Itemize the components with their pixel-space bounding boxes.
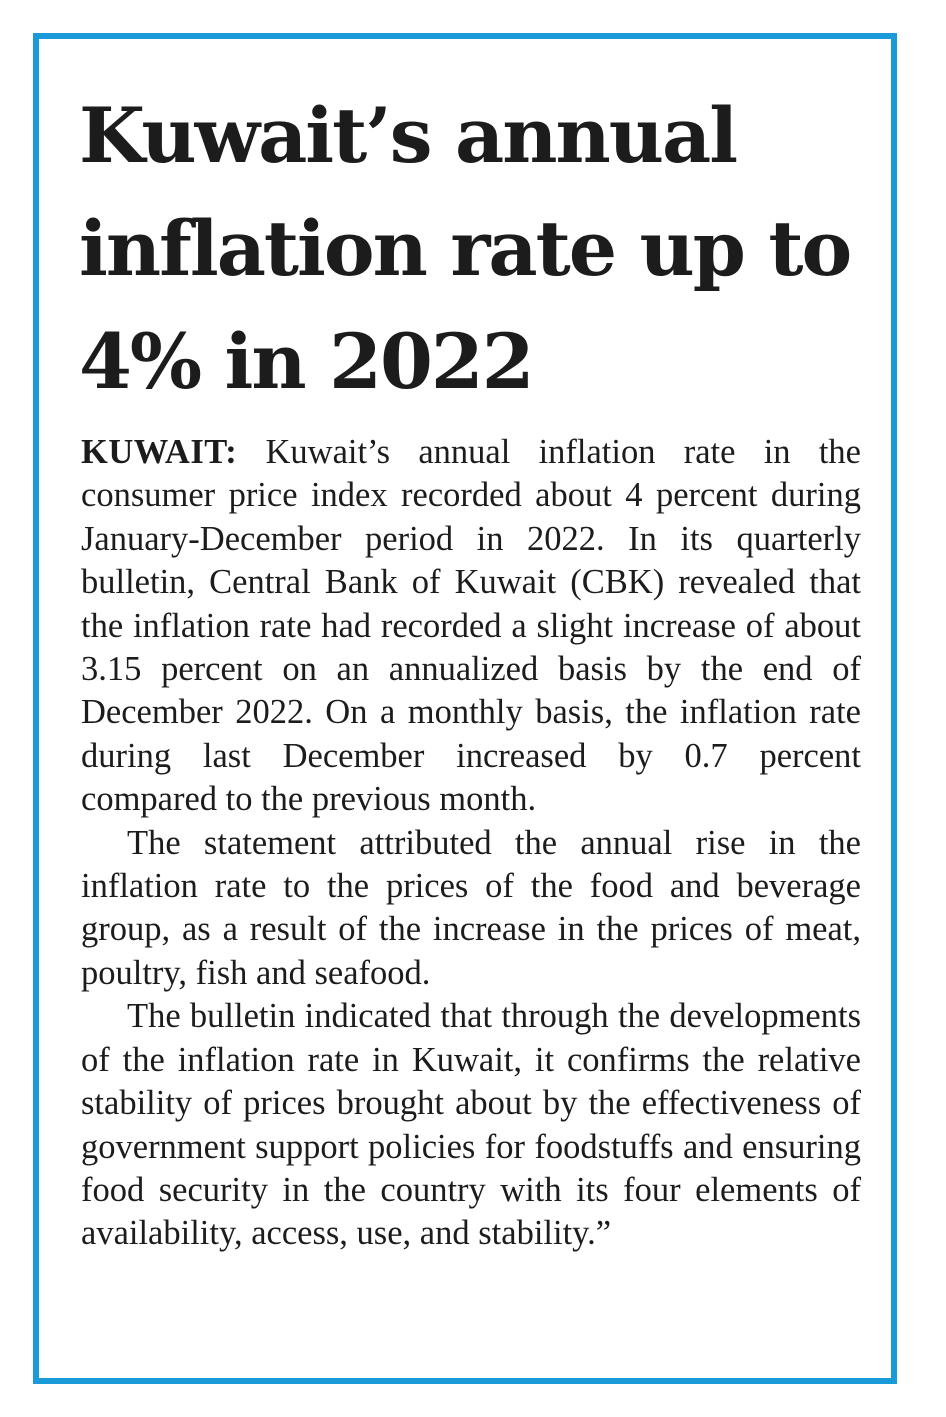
paragraph-2: The statement attributed the annual rise… xyxy=(81,823,861,992)
article-body: KUWAIT: Kuwait’s annual inflation rate i… xyxy=(81,431,861,1256)
paragraph-1: KUWAIT: Kuwait’s annual inflation rate i… xyxy=(81,431,861,822)
dateline: KUWAIT: xyxy=(81,433,238,471)
article-frame: Kuwait’s annual inflation rate up to 4% … xyxy=(33,33,897,1384)
paragraph-3: The bulletin indicated that through the … xyxy=(81,997,861,1253)
paragraph-1-text: Kuwait’s annual inflation rate in the co… xyxy=(81,433,861,819)
article-headline: Kuwait’s annual inflation rate up to 4% … xyxy=(79,91,852,406)
